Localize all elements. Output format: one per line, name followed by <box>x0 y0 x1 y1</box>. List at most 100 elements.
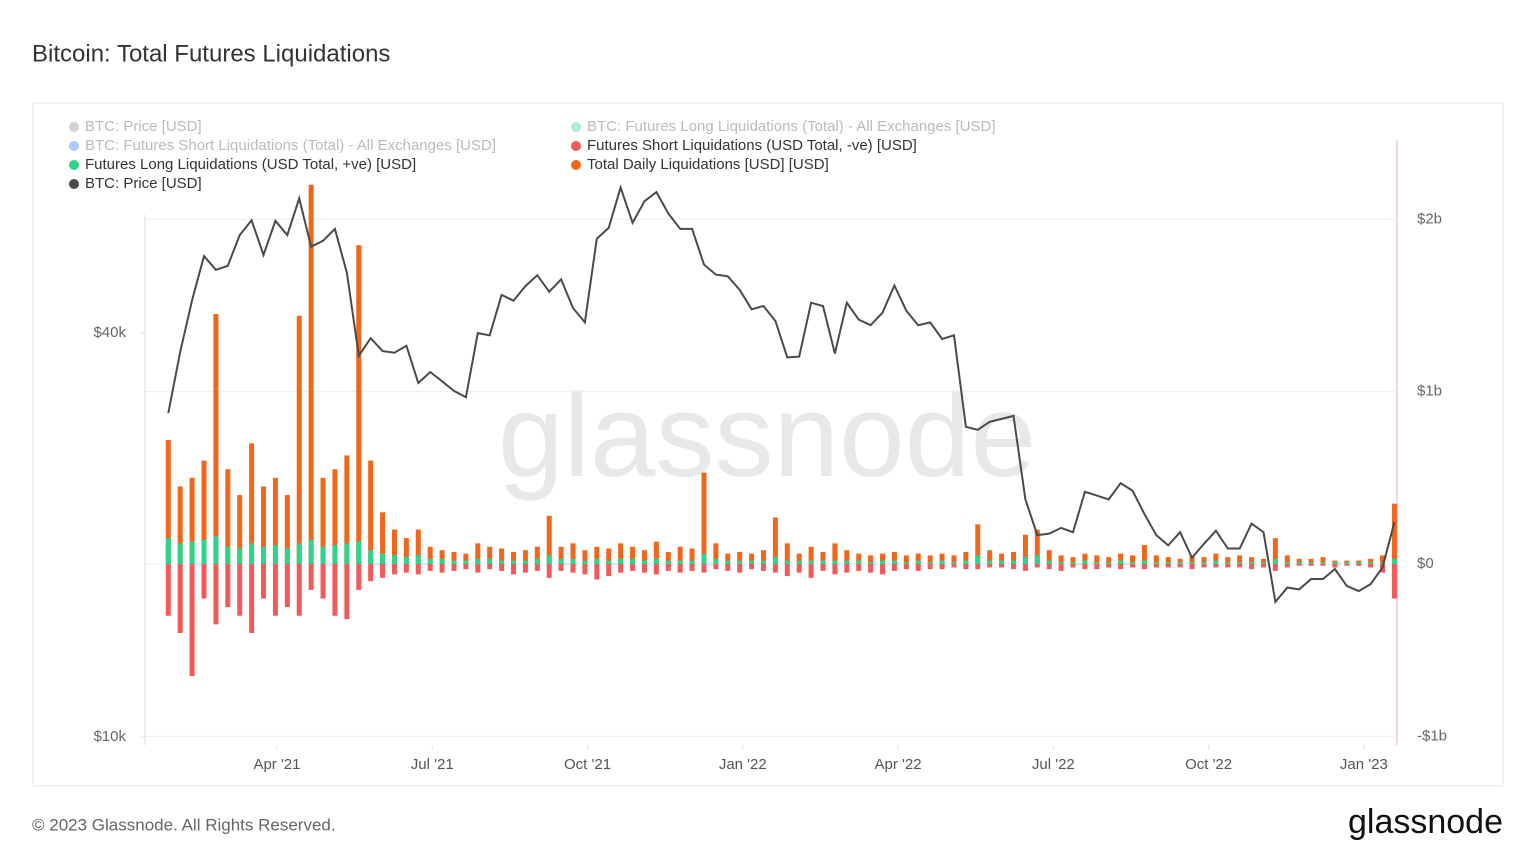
liquidation-bar <box>391 555 397 565</box>
liquidation-bar <box>403 564 409 573</box>
liquidation-bar <box>927 564 933 570</box>
liquidation-bar <box>1106 562 1112 565</box>
liquidation-bar <box>1368 562 1374 565</box>
liquidation-bar <box>987 564 993 568</box>
liquidation-bar <box>606 548 612 565</box>
liquidation-bar <box>1380 555 1386 565</box>
liquidation-bar <box>1260 558 1266 565</box>
liquidation-bar <box>1034 555 1040 565</box>
liquidation-bar <box>1141 560 1147 565</box>
liquidation-bar <box>1356 564 1362 566</box>
y-tick-label: $40k <box>93 324 126 341</box>
liquidation-bar <box>284 495 290 565</box>
liquidation-bar <box>344 543 350 565</box>
liquidation-bar <box>808 560 814 565</box>
liquidation-bar <box>1344 562 1350 565</box>
liquidation-bar <box>546 555 552 565</box>
footer: © 2023 Glassnode. All Rights Reserved. <box>32 815 336 834</box>
liquidation-bar <box>665 564 671 571</box>
liquidation-bar <box>1308 562 1314 565</box>
legend-marker <box>69 179 79 189</box>
liquidation-bar <box>1189 562 1195 565</box>
liquidation-bar <box>891 551 897 565</box>
liquidation-bar <box>1058 555 1064 565</box>
liquidation-bar <box>1022 557 1028 565</box>
liquidation-bar <box>975 564 981 570</box>
liquidation-bar <box>1118 564 1124 570</box>
liquidation-bar <box>546 564 552 578</box>
liquidation-bar <box>1320 564 1326 566</box>
liquidation-bar <box>903 564 909 570</box>
liquidation-bar <box>1046 550 1052 565</box>
liquidation-bar <box>284 564 290 608</box>
liquidation-bar <box>832 564 838 575</box>
liquidation-bar <box>499 564 505 571</box>
liquidation-bar <box>832 543 838 565</box>
liquidation-bar <box>296 543 302 565</box>
liquidation-bar <box>1177 562 1183 565</box>
liquidation-bar <box>249 443 255 565</box>
liquidation-bar <box>1272 538 1278 565</box>
liquidation-bar <box>1010 564 1016 570</box>
x-tick-label: Apr '21 <box>253 756 300 773</box>
liquidation-bar <box>606 560 612 565</box>
liquidation-bar <box>772 564 778 573</box>
liquidation-bar <box>1010 560 1016 565</box>
liquidation-bar <box>213 564 219 625</box>
liquidation-bar <box>261 564 267 599</box>
liquidation-bar <box>522 564 528 573</box>
liquidation-bar <box>1272 558 1278 565</box>
liquidation-bar <box>475 543 481 565</box>
liquidation-bar <box>796 553 802 565</box>
liquidation-bar <box>999 564 1005 568</box>
liquidation-bar <box>641 560 647 565</box>
liquidation-bar <box>868 562 874 565</box>
liquidation-bar <box>701 564 707 573</box>
x-tick-label: Oct '21 <box>564 756 611 773</box>
liquidation-bar <box>1153 555 1159 565</box>
liquidation-bar <box>1237 564 1243 568</box>
liquidation-bar <box>606 564 612 577</box>
liquidation-bar <box>725 564 731 571</box>
liquidation-bar <box>594 546 600 565</box>
liquidation-bar <box>284 548 290 565</box>
liquidation-bar <box>1249 562 1255 565</box>
liquidation-bar <box>1213 553 1219 565</box>
liquidation-bar <box>618 564 624 573</box>
liquidation-bar <box>737 551 743 565</box>
liquidation-bar <box>1153 564 1159 568</box>
liquidation-bar <box>1225 562 1231 565</box>
legend-label: Total Daily Liquidations [USD] [USD] <box>587 156 829 173</box>
liquidation-bar <box>844 550 850 565</box>
liquidation-bar <box>725 553 731 565</box>
liquidation-bar <box>1296 562 1302 565</box>
liquidation-bar <box>1094 555 1100 565</box>
liquidation-bar <box>1153 562 1159 565</box>
liquidation-bar <box>332 469 338 565</box>
liquidation-bar <box>499 548 505 565</box>
liquidation-bar <box>1249 557 1255 565</box>
liquidation-bar <box>177 543 183 565</box>
liquidation-bar <box>534 564 540 571</box>
liquidation-bar <box>487 558 493 565</box>
liquidation-bar <box>856 560 862 565</box>
liquidation-bar <box>475 564 481 573</box>
liquidation-bar <box>1201 564 1207 568</box>
liquidation-bar <box>308 184 314 565</box>
liquidation-bar <box>320 546 326 565</box>
liquidation-bar <box>1189 555 1195 565</box>
liquidation-bar <box>856 553 862 565</box>
x-tick-label: Apr '22 <box>875 756 922 773</box>
liquidation-bar <box>570 564 576 573</box>
legend-label: BTC: Price [USD] <box>85 175 202 192</box>
liquidation-bar <box>808 546 814 565</box>
liquidation-bar <box>511 564 517 575</box>
liquidation-bar <box>1201 557 1207 565</box>
liquidation-bar <box>261 486 267 565</box>
liquidation-bar <box>165 538 171 565</box>
liquidation-bar <box>951 555 957 565</box>
liquidation-bar <box>415 564 421 575</box>
liquidation-bar <box>582 564 588 575</box>
logo: glassnode <box>1348 803 1503 841</box>
legend-label: BTC: Price [USD] <box>85 118 202 135</box>
